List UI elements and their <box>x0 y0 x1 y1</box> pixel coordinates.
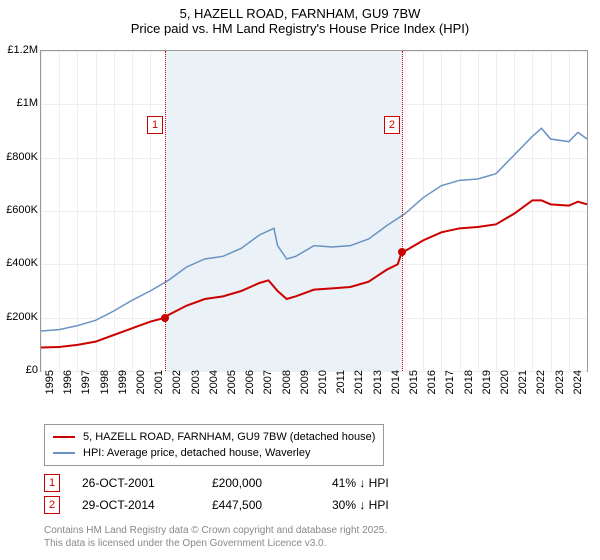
row-price: £447,500 <box>212 498 332 512</box>
x-tick-label: 2004 <box>208 370 220 410</box>
row-marker: 1 <box>44 474 60 492</box>
series-hpi <box>41 128 587 331</box>
attribution: Contains HM Land Registry data © Crown c… <box>44 524 387 550</box>
x-tick-label: 2010 <box>317 370 329 410</box>
marker-box: 1 <box>147 116 163 134</box>
x-tick-label: 2022 <box>535 370 547 410</box>
y-tick-label: £800K <box>2 151 38 163</box>
row-pct: 30% ↓ HPI <box>332 498 452 512</box>
legend-item: HPI: Average price, detached house, Wave… <box>53 445 375 461</box>
row-date: 29-OCT-2014 <box>82 498 212 512</box>
y-tick-label: £600K <box>2 204 38 216</box>
legend-label: 5, HAZELL ROAD, FARNHAM, GU9 7BW (detach… <box>83 431 375 443</box>
x-tick-label: 1997 <box>80 370 92 410</box>
row-pct: 41% ↓ HPI <box>332 476 452 490</box>
x-tick-label: 2006 <box>244 370 256 410</box>
y-tick-label: £400K <box>2 257 38 269</box>
legend-label: HPI: Average price, detached house, Wave… <box>83 447 310 459</box>
x-tick-label: 1998 <box>99 370 111 410</box>
y-tick-label: £1M <box>2 97 38 109</box>
legend-box: 5, HAZELL ROAD, FARNHAM, GU9 7BW (detach… <box>44 424 384 466</box>
x-tick-label: 2008 <box>281 370 293 410</box>
title-subtitle: Price paid vs. HM Land Registry's House … <box>0 21 600 36</box>
x-tick-label: 2009 <box>299 370 311 410</box>
row-marker: 2 <box>44 496 60 514</box>
sale-row: 1 26-OCT-2001£200,00041% ↓ HPI <box>44 472 452 494</box>
x-tick-label: 2013 <box>372 370 384 410</box>
row-price: £200,000 <box>212 476 332 490</box>
chart-svg <box>41 51 587 371</box>
legend-item: 5, HAZELL ROAD, FARNHAM, GU9 7BW (detach… <box>53 429 375 445</box>
x-tick-label: 2001 <box>153 370 165 410</box>
row-date: 26-OCT-2001 <box>82 476 212 490</box>
marker-box: 2 <box>384 116 400 134</box>
chart-plot-area: 12 <box>40 50 588 372</box>
x-tick-label: 2023 <box>554 370 566 410</box>
legend-swatch <box>53 452 75 454</box>
marker-dot <box>398 248 406 256</box>
series-subject <box>41 200 587 347</box>
y-tick-label: £0 <box>2 364 38 376</box>
x-tick-label: 1999 <box>117 370 129 410</box>
attrib-line-2: This data is licensed under the Open Gov… <box>44 537 387 550</box>
x-tick-label: 2011 <box>335 370 347 410</box>
x-tick-label: 2014 <box>390 370 402 410</box>
x-tick-label: 2012 <box>353 370 365 410</box>
x-tick-label: 2000 <box>135 370 147 410</box>
x-tick-label: 2018 <box>463 370 475 410</box>
y-tick-label: £1.2M <box>2 44 38 56</box>
x-tick-label: 2007 <box>262 370 274 410</box>
marker-vline <box>165 51 166 371</box>
x-tick-label: 2024 <box>572 370 584 410</box>
y-tick-label: £200K <box>2 311 38 323</box>
x-tick-label: 2021 <box>517 370 529 410</box>
x-tick-label: 2015 <box>408 370 420 410</box>
marker-dot <box>161 314 169 322</box>
x-tick-label: 2005 <box>226 370 238 410</box>
legend-swatch <box>53 436 75 438</box>
attrib-line-1: Contains HM Land Registry data © Crown c… <box>44 524 387 537</box>
x-tick-label: 2017 <box>444 370 456 410</box>
chart-title-block: 5, HAZELL ROAD, FARNHAM, GU9 7BW Price p… <box>0 0 600 36</box>
x-tick-label: 2016 <box>426 370 438 410</box>
x-tick-label: 1996 <box>62 370 74 410</box>
x-tick-label: 2002 <box>171 370 183 410</box>
x-tick-label: 2003 <box>190 370 202 410</box>
sales-table: 1 26-OCT-2001£200,00041% ↓ HPI 2 29-OCT-201… <box>44 472 452 516</box>
title-address: 5, HAZELL ROAD, FARNHAM, GU9 7BW <box>0 6 600 21</box>
marker-vline <box>402 51 403 371</box>
x-tick-label: 2020 <box>499 370 511 410</box>
x-tick-label: 1995 <box>44 370 56 410</box>
x-tick-label: 2019 <box>481 370 493 410</box>
sale-row: 2 29-OCT-2014£447,50030% ↓ HPI <box>44 494 452 516</box>
